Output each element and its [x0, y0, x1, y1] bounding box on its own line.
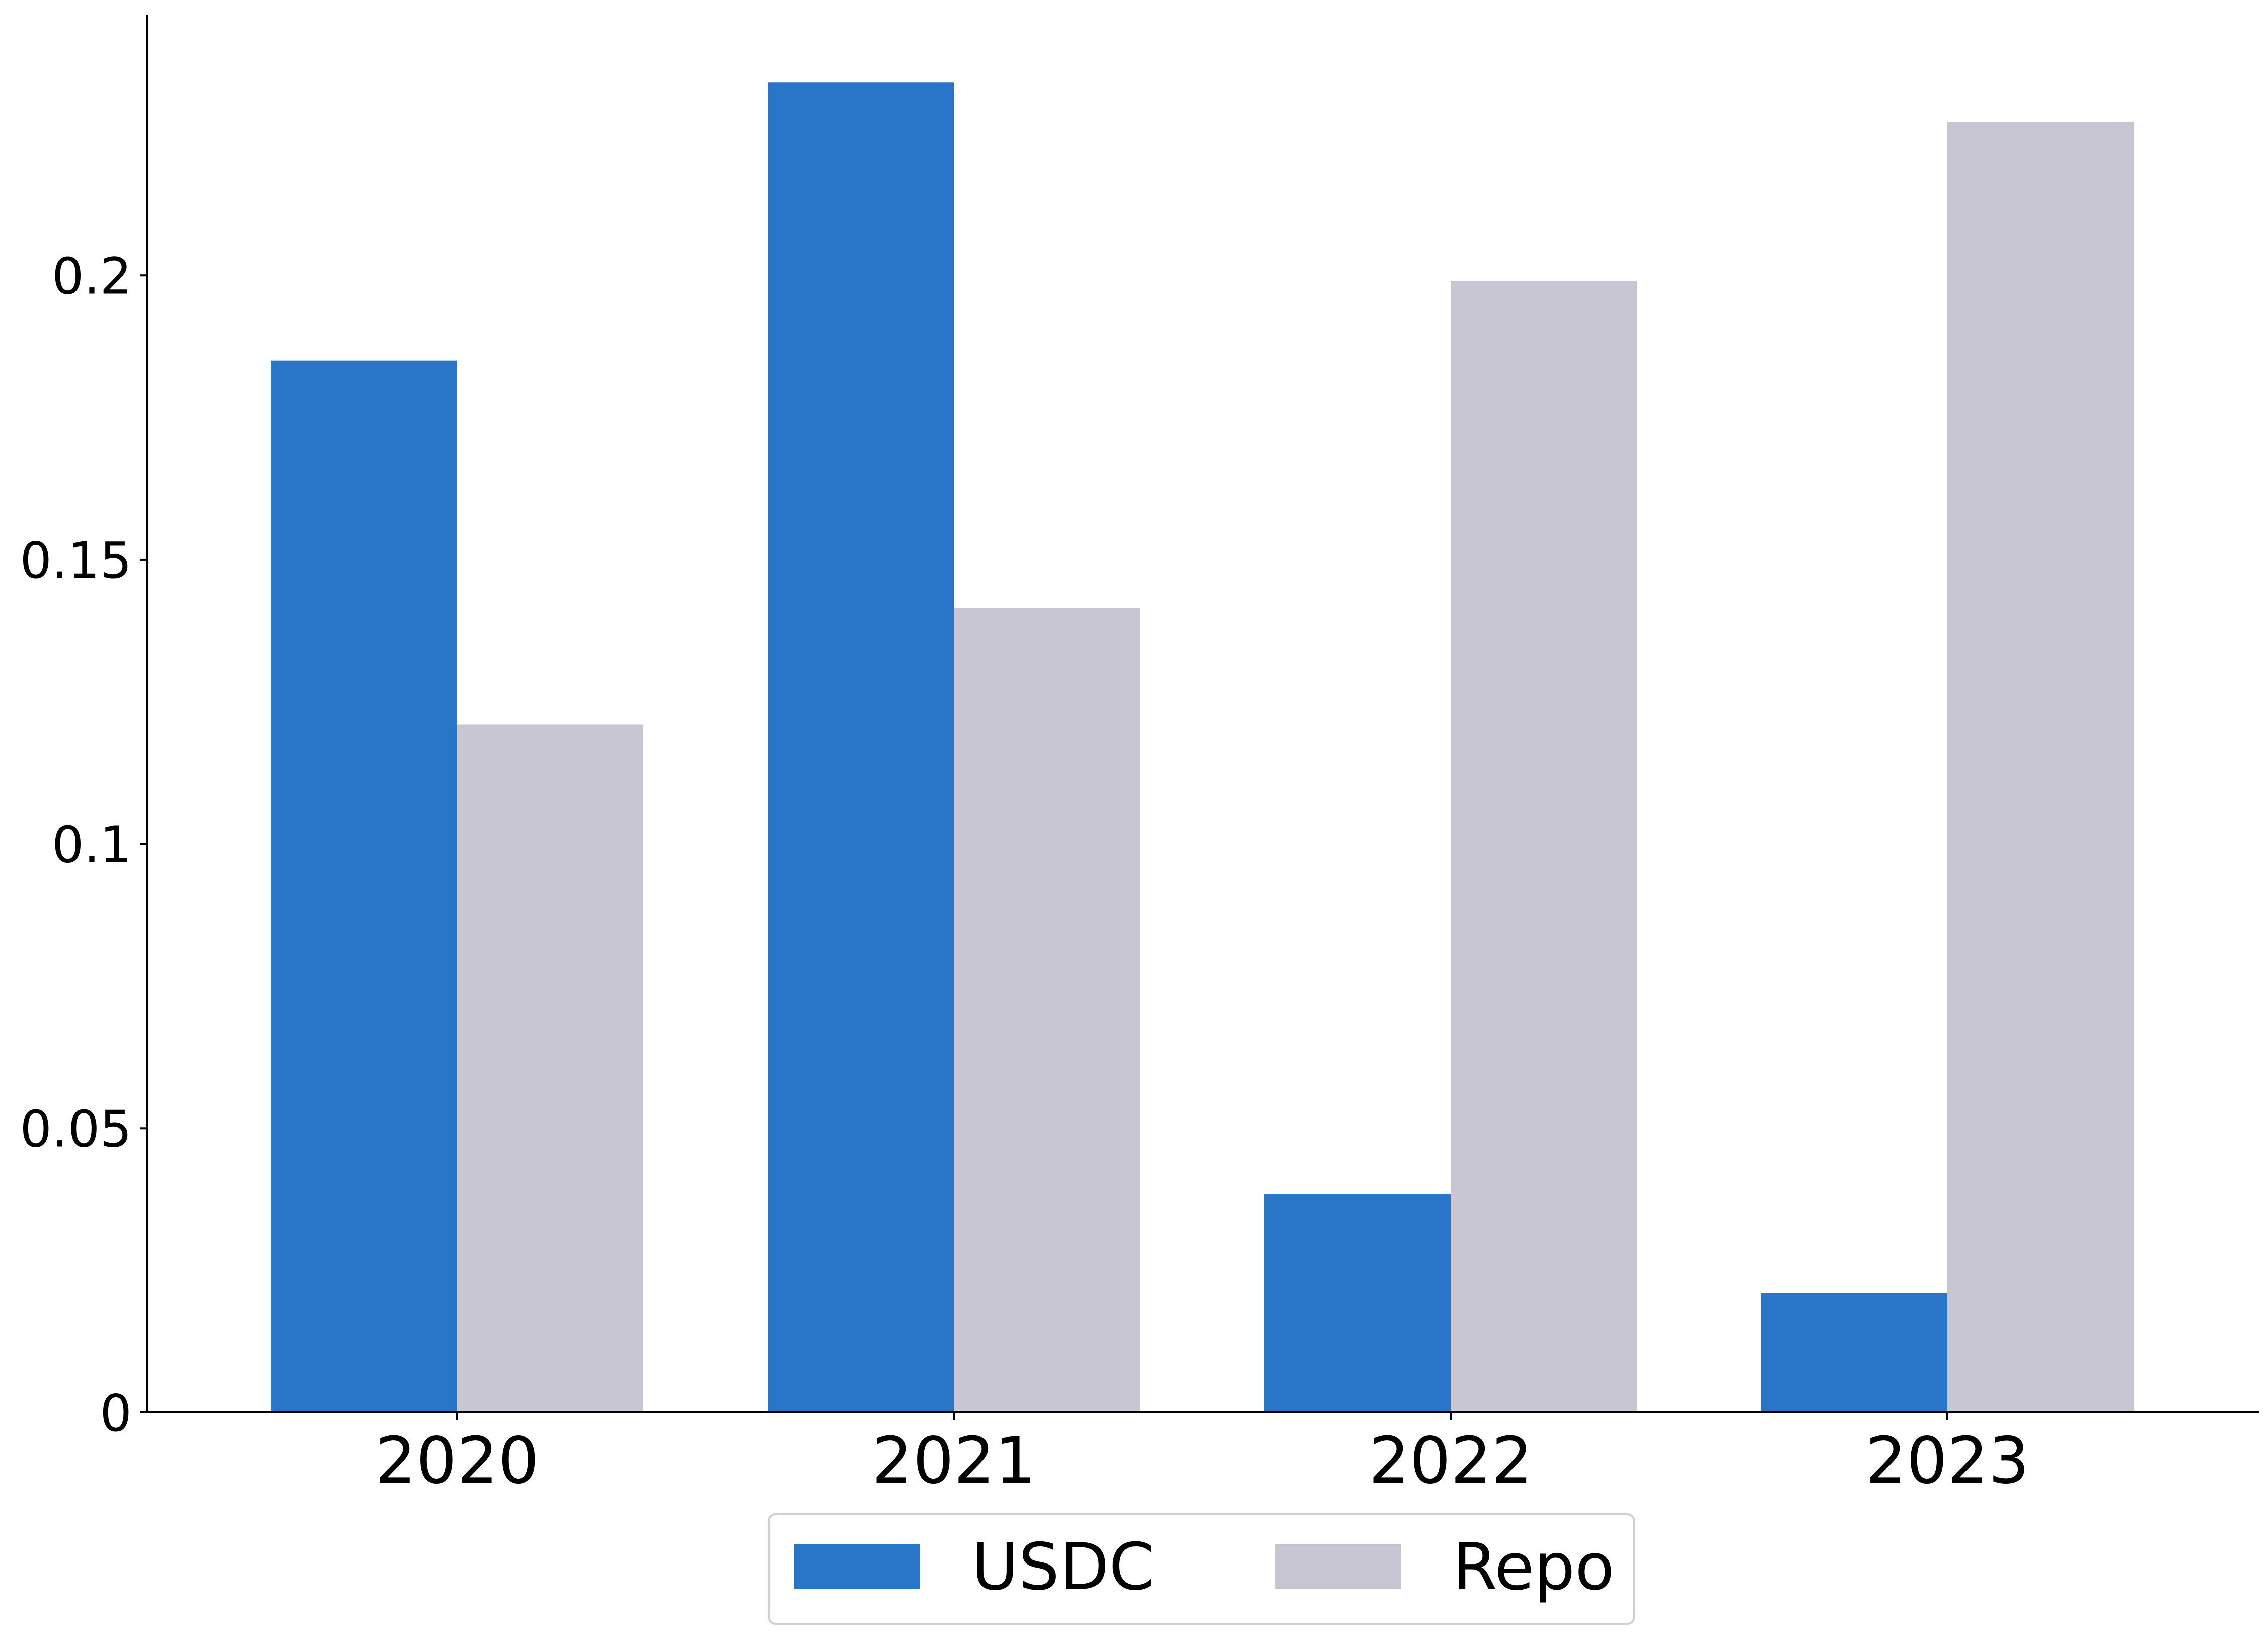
legend-swatch-repo: [1275, 1544, 1401, 1589]
legend-label-usdc: USDC: [971, 1530, 1154, 1605]
bar-usdc-2020: [271, 360, 457, 1412]
axes-group: [146, 15, 2259, 1413]
y-tick-label: 0.15: [20, 531, 132, 590]
bar-repo-2023: [1947, 122, 2134, 1412]
legend-swatch-usdc: [794, 1544, 920, 1589]
bar-usdc-2023: [1761, 1293, 1947, 1412]
bar-repo-2022: [1451, 281, 1637, 1412]
y-tick-label: 0.2: [52, 247, 132, 306]
legend: USDC Repo: [768, 1513, 1635, 1625]
y-tick-label: 0: [100, 1384, 132, 1443]
y-tick-label: 0.05: [20, 1099, 132, 1158]
bar-repo-2021: [954, 608, 1140, 1412]
x-tick-label: 2022: [1369, 1424, 1533, 1499]
x-tick-label: 2020: [375, 1424, 539, 1499]
x-tick-label: 2023: [1865, 1424, 2029, 1499]
bar-usdc-2022: [1264, 1194, 1451, 1412]
legend-label-repo: Repo: [1453, 1530, 1615, 1605]
bar-repo-2020: [457, 724, 643, 1412]
y-tick-label: 0.1: [52, 815, 132, 874]
bar-usdc-2021: [768, 82, 954, 1412]
bars-group: [271, 82, 2134, 1412]
y-ticks-group: 0 0.05 0.1 0.15 0.2: [20, 247, 147, 1443]
legend-frame: [768, 1513, 1635, 1625]
x-tick-label: 2021: [872, 1424, 1036, 1499]
x-ticks-group: 2020 2021 2022 2023: [375, 1412, 2029, 1499]
